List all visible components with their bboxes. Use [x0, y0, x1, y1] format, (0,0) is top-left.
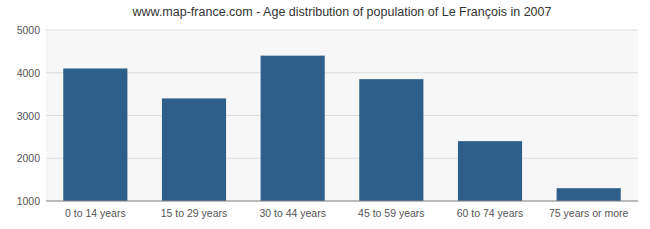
x-axis: 0 to 14 years 15 to 29 years 30 to 44 year… — [46, 201, 638, 219]
grid-line — [46, 30, 638, 31]
x-tick-label: 30 to 44 years — [259, 207, 326, 219]
y-tick-label: 2000 — [17, 152, 41, 164]
bars — [63, 56, 620, 201]
y-tick-label: 5000 — [17, 24, 41, 36]
bar — [458, 141, 522, 201]
y-tick-label: 1000 — [17, 195, 41, 207]
grid-line — [46, 158, 638, 159]
x-tick-label: 45 to 59 years — [358, 207, 425, 219]
bar — [359, 79, 423, 201]
x-tick-label: 75 years or more — [549, 207, 629, 219]
chart-svg: www.map-france.com - Age distribution of… — [0, 0, 650, 229]
chart-title: www.map-france.com - Age distribution of… — [132, 5, 552, 19]
page: {"chart_data": {"type": "bar", "title": … — [0, 0, 650, 229]
x-axis-line — [46, 201, 638, 202]
grid-line — [46, 115, 638, 116]
grid-line — [46, 201, 638, 202]
x-tick-label: 0 to 14 years — [65, 207, 126, 219]
bar — [63, 68, 127, 201]
chart-container: www.map-france.com - Age distribution of… — [0, 0, 650, 229]
bar — [162, 98, 226, 201]
bar — [261, 56, 325, 201]
y-tick-label: 4000 — [17, 67, 41, 79]
y-tick-label: 3000 — [17, 110, 41, 122]
grid-line — [46, 72, 638, 73]
bar — [557, 188, 621, 201]
x-tick-label: 60 to 74 years — [457, 207, 524, 219]
plot-background — [46, 30, 638, 201]
x-tick-label: 15 to 29 years — [161, 207, 228, 219]
